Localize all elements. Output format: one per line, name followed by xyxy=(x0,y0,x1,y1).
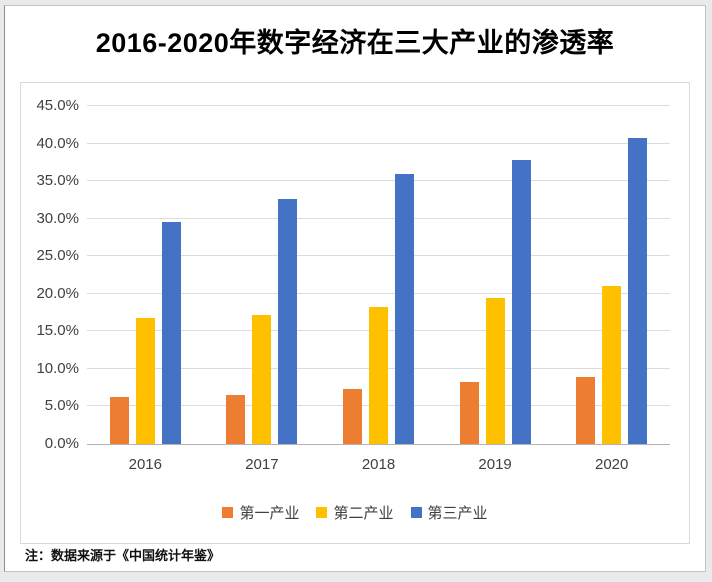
bar-第三产业-2016 xyxy=(161,221,181,444)
legend-item-第三产业: 第三产业 xyxy=(410,502,488,523)
x-tick-label: 2020 xyxy=(595,456,629,473)
bar-第三产业-2018 xyxy=(395,174,414,444)
y-tick-label: 20.0% xyxy=(36,284,79,302)
gridline xyxy=(87,292,670,294)
legend-swatch-icon xyxy=(316,507,328,518)
chart-card: 2016-2020年数字经济在三大产业的渗透率 0.0% 5.0% 10.0% 15.… xyxy=(4,5,706,572)
legend-item-第二产业: 第二产业 xyxy=(316,502,394,523)
bar-第三产业-2019 xyxy=(511,160,531,444)
gridline xyxy=(87,180,670,182)
bar-第一产业-2016 xyxy=(109,397,129,444)
gridline xyxy=(87,142,670,144)
y-tick-label: 15.0% xyxy=(36,322,79,340)
x-axis-line xyxy=(87,444,670,445)
legend-swatch-icon xyxy=(410,507,422,518)
y-tick-label: 10.0% xyxy=(36,359,79,377)
legend-label: 第三产业 xyxy=(427,505,488,522)
y-tick-label: 40.0% xyxy=(36,134,79,152)
gridline xyxy=(87,217,670,219)
x-tick-label: 2016 xyxy=(128,456,162,473)
bar-第一产业-2018 xyxy=(343,389,362,444)
legend-label: 第二产业 xyxy=(333,505,394,522)
legend-item-第一产业: 第一产业 xyxy=(222,502,299,523)
y-tick-label: 35.0% xyxy=(36,172,79,190)
y-tick-label: 30.0% xyxy=(36,209,79,227)
gridline xyxy=(87,255,670,257)
bar-第二产业-2016 xyxy=(135,317,155,444)
gridline xyxy=(87,105,670,106)
chart-frame[interactable]: 0.0% 5.0% 10.0% 15.0% 20.0% 25.0% 30.0% 35.0% 40… xyxy=(20,82,690,544)
x-tick-label: 2018 xyxy=(361,456,396,473)
plot-area xyxy=(87,105,670,445)
bar-第二产业-2019 xyxy=(485,297,505,444)
y-tick-label: 45.0% xyxy=(36,97,79,114)
bar-第二产业-2017 xyxy=(252,314,272,444)
bar-第二产业-2020 xyxy=(602,286,622,444)
x-tick-label: 2019 xyxy=(478,456,512,473)
bar-第三产业-2017 xyxy=(278,199,298,444)
legend-label: 第一产业 xyxy=(239,505,300,522)
y-tick-label: 5.0% xyxy=(44,397,79,415)
bar-第二产业-2018 xyxy=(369,306,388,444)
y-tick-label: 25.0% xyxy=(36,247,79,265)
chart-title: 2016-2020年数字经济在三大产业的渗透率 xyxy=(95,28,615,58)
bar-第一产业-2019 xyxy=(459,382,479,444)
legend-swatch-icon xyxy=(222,507,234,518)
x-tick-label: 2017 xyxy=(245,456,279,473)
bar-第三产业-2020 xyxy=(628,138,648,444)
legend: 第一产业 第二产业 第三产业 xyxy=(21,502,689,523)
source-note: 注：数据来源于《中国统计年鉴》 xyxy=(25,548,221,563)
bar-第一产业-2017 xyxy=(226,395,246,444)
y-tick-label: 0.0% xyxy=(44,435,79,452)
bar-第一产业-2020 xyxy=(576,377,596,444)
